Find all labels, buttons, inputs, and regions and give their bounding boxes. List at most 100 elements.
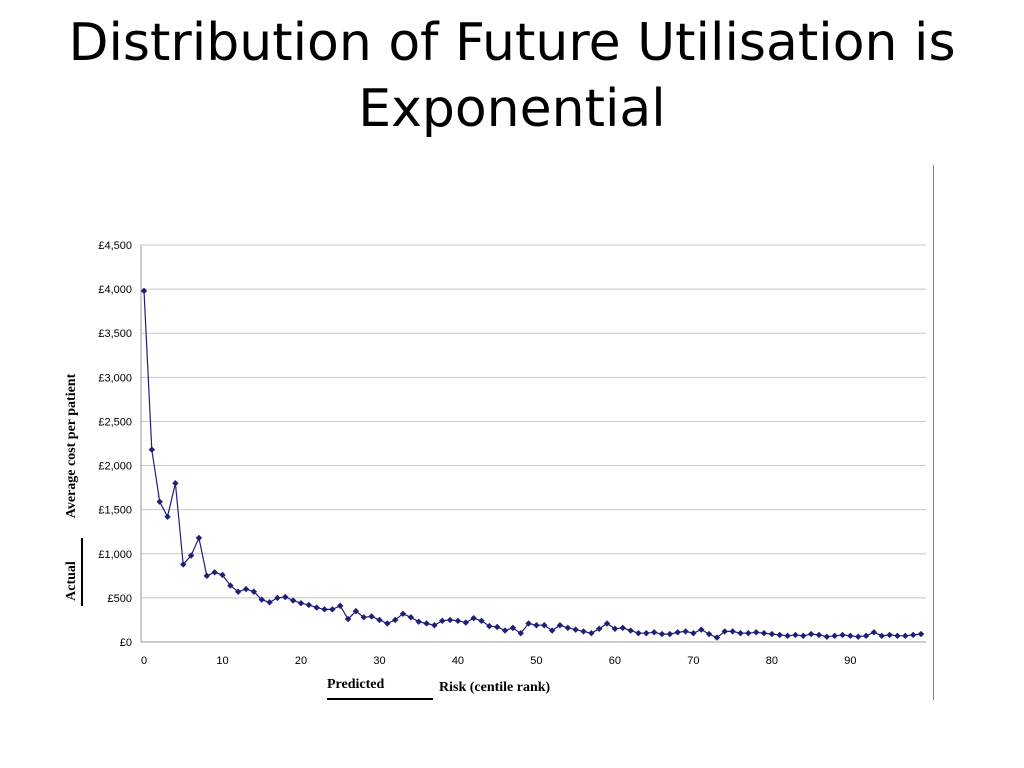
data-point: [643, 629, 650, 637]
data-point: [619, 624, 626, 632]
data-point: [140, 287, 148, 295]
data-point: [274, 594, 281, 602]
x-axis-label-underline: [327, 698, 433, 700]
data-point: [760, 629, 768, 637]
data-point: [462, 619, 469, 626]
data-point: [690, 629, 697, 637]
data-point: [541, 622, 548, 629]
data-point: [784, 632, 791, 640]
data-point: [894, 632, 901, 640]
x-tick-label: 90: [844, 655, 856, 667]
y-tick-label: £2,500: [98, 416, 132, 428]
title-line-1: Distribution of Future Utilisation is: [68, 13, 956, 73]
data-point: [792, 631, 799, 639]
data-point: [297, 599, 305, 607]
data-point: [478, 617, 485, 625]
data-point: [745, 629, 752, 637]
data-point: [242, 585, 250, 593]
data-point: [407, 614, 415, 621]
data-point: [234, 588, 242, 595]
data-point: [227, 582, 234, 589]
data-point: [446, 616, 454, 624]
data-point: [870, 629, 878, 636]
x-tick-label: 60: [609, 655, 621, 667]
data-point: [391, 616, 399, 624]
data-point: [509, 624, 517, 632]
y-axis-label-actual-text: Actual: [64, 561, 79, 601]
data-point: [839, 631, 846, 639]
data-point: [588, 629, 595, 637]
x-tick-label: 40: [452, 655, 464, 667]
x-tick-label: 30: [373, 655, 385, 667]
data-point: [847, 632, 854, 640]
data-point: [815, 631, 823, 639]
data-point: [721, 628, 728, 635]
data-point: [172, 480, 179, 487]
data-point: [729, 628, 736, 635]
x-tick-label: 0: [141, 655, 147, 667]
data-point: [548, 627, 556, 634]
data-point: [187, 552, 195, 559]
data-point: [627, 627, 634, 634]
data-point: [211, 569, 218, 576]
data-point: [564, 624, 572, 632]
data-point: [148, 446, 156, 453]
data-point: [344, 615, 352, 623]
data-point: [909, 631, 917, 639]
data-point: [250, 588, 258, 595]
y-tick-label: £4,000: [98, 284, 132, 296]
x-tick-label: 70: [687, 655, 699, 667]
data-point: [855, 633, 862, 640]
data-point: [635, 629, 642, 637]
y-axis-label-actual: Actual: [62, 555, 82, 607]
data-point: [313, 604, 320, 611]
data-point: [572, 626, 579, 633]
data-point: [266, 599, 273, 606]
data-point: [658, 630, 666, 638]
data-point: [352, 607, 360, 615]
data-point: [501, 627, 509, 634]
data-point: [384, 620, 391, 627]
data-point: [823, 633, 831, 640]
data-point: [666, 630, 674, 638]
data-point: [329, 606, 336, 613]
data-point: [776, 631, 783, 639]
data-point: [454, 617, 462, 625]
vertical-divider-line: [933, 165, 934, 700]
y-tick-label: £3,000: [98, 372, 132, 384]
data-point: [486, 622, 493, 630]
data-point: [768, 630, 776, 638]
y-tick-label: £500: [108, 593, 132, 605]
y-tick-label: £1,000: [98, 549, 132, 561]
data-point: [305, 601, 313, 609]
data-point: [517, 629, 524, 637]
data-point: [493, 623, 501, 631]
series-line: [143, 290, 922, 639]
data-point: [439, 617, 446, 625]
data-point: [698, 626, 705, 633]
x-tick-label: 50: [530, 655, 542, 667]
slide-title: Distribution of Future Utilisation is Ex…: [0, 10, 1024, 142]
data-point: [737, 629, 744, 637]
data-point: [431, 622, 438, 629]
data-point: [321, 606, 328, 613]
data-point: [713, 634, 721, 641]
data-point: [917, 630, 925, 638]
data-point: [902, 632, 909, 640]
data-point: [752, 629, 760, 636]
data-point: [415, 618, 422, 625]
data-point: [831, 632, 838, 640]
y-axis-label-text: Average cost per patient: [64, 373, 79, 519]
data-point: [470, 614, 477, 622]
data-point: [596, 625, 603, 632]
data-point: [674, 629, 681, 636]
data-point: [258, 596, 265, 603]
data-point: [533, 622, 540, 629]
data-point: [862, 632, 870, 640]
data-point: [886, 631, 893, 639]
data-point: [282, 593, 289, 601]
data-point: [878, 632, 885, 640]
data-point: [603, 620, 611, 627]
data-point: [399, 610, 407, 617]
